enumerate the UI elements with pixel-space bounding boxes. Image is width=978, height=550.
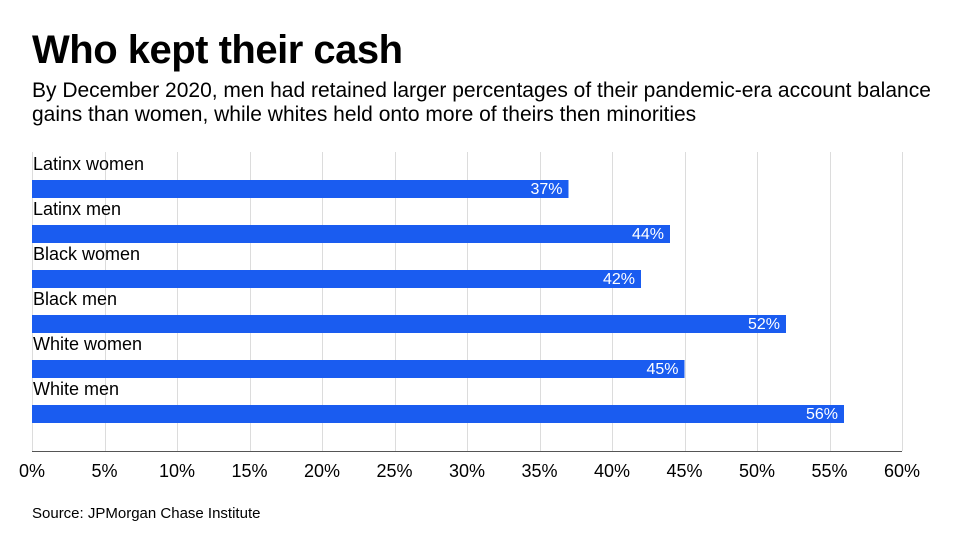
category-label: Black men bbox=[33, 289, 117, 309]
x-tick-label: 50% bbox=[739, 461, 775, 481]
x-tick-label: 0% bbox=[19, 461, 45, 481]
bar bbox=[32, 405, 844, 423]
bar bbox=[32, 270, 641, 288]
bar-value-label: 42% bbox=[603, 271, 635, 288]
category-label: White women bbox=[33, 334, 142, 354]
category-label: Latinx women bbox=[33, 154, 144, 174]
source-note: Source: JPMorgan Chase Institute bbox=[32, 505, 261, 522]
chart-subtitle: By December 2020, men had retained large… bbox=[32, 79, 931, 126]
category-label: Latinx men bbox=[33, 199, 121, 219]
bar-value-label: 45% bbox=[646, 361, 678, 378]
x-tick-label: 55% bbox=[811, 461, 847, 481]
x-tick-label: 30% bbox=[449, 461, 485, 481]
category-label: Black women bbox=[33, 244, 140, 264]
bar-chart: 0% 5% 10% 15% 20% 25% 30% 35% 40% 45% 50% 55% 60% Lat… bbox=[19, 152, 920, 481]
x-tick-label: 20% bbox=[304, 461, 340, 481]
category-label: White men bbox=[33, 379, 119, 399]
x-tick-label: 10% bbox=[159, 461, 195, 481]
x-tick-label: 60% bbox=[884, 461, 920, 481]
x-tick-label: 45% bbox=[666, 461, 702, 481]
x-tick-label: 35% bbox=[521, 461, 557, 481]
x-tick-label: 5% bbox=[91, 461, 117, 481]
bar-value-label: 37% bbox=[530, 181, 562, 198]
bar bbox=[32, 360, 685, 378]
x-tick-label: 15% bbox=[231, 461, 267, 481]
x-tick-label: 25% bbox=[376, 461, 412, 481]
bar-value-label: 44% bbox=[632, 226, 664, 243]
bar-value-label: 56% bbox=[806, 406, 838, 423]
bar bbox=[32, 225, 670, 243]
x-tick-label: 40% bbox=[594, 461, 630, 481]
bar bbox=[32, 180, 569, 198]
chart-title: Who kept their cash bbox=[32, 28, 403, 72]
bar-value-label: 52% bbox=[748, 316, 780, 333]
bar bbox=[32, 315, 786, 333]
